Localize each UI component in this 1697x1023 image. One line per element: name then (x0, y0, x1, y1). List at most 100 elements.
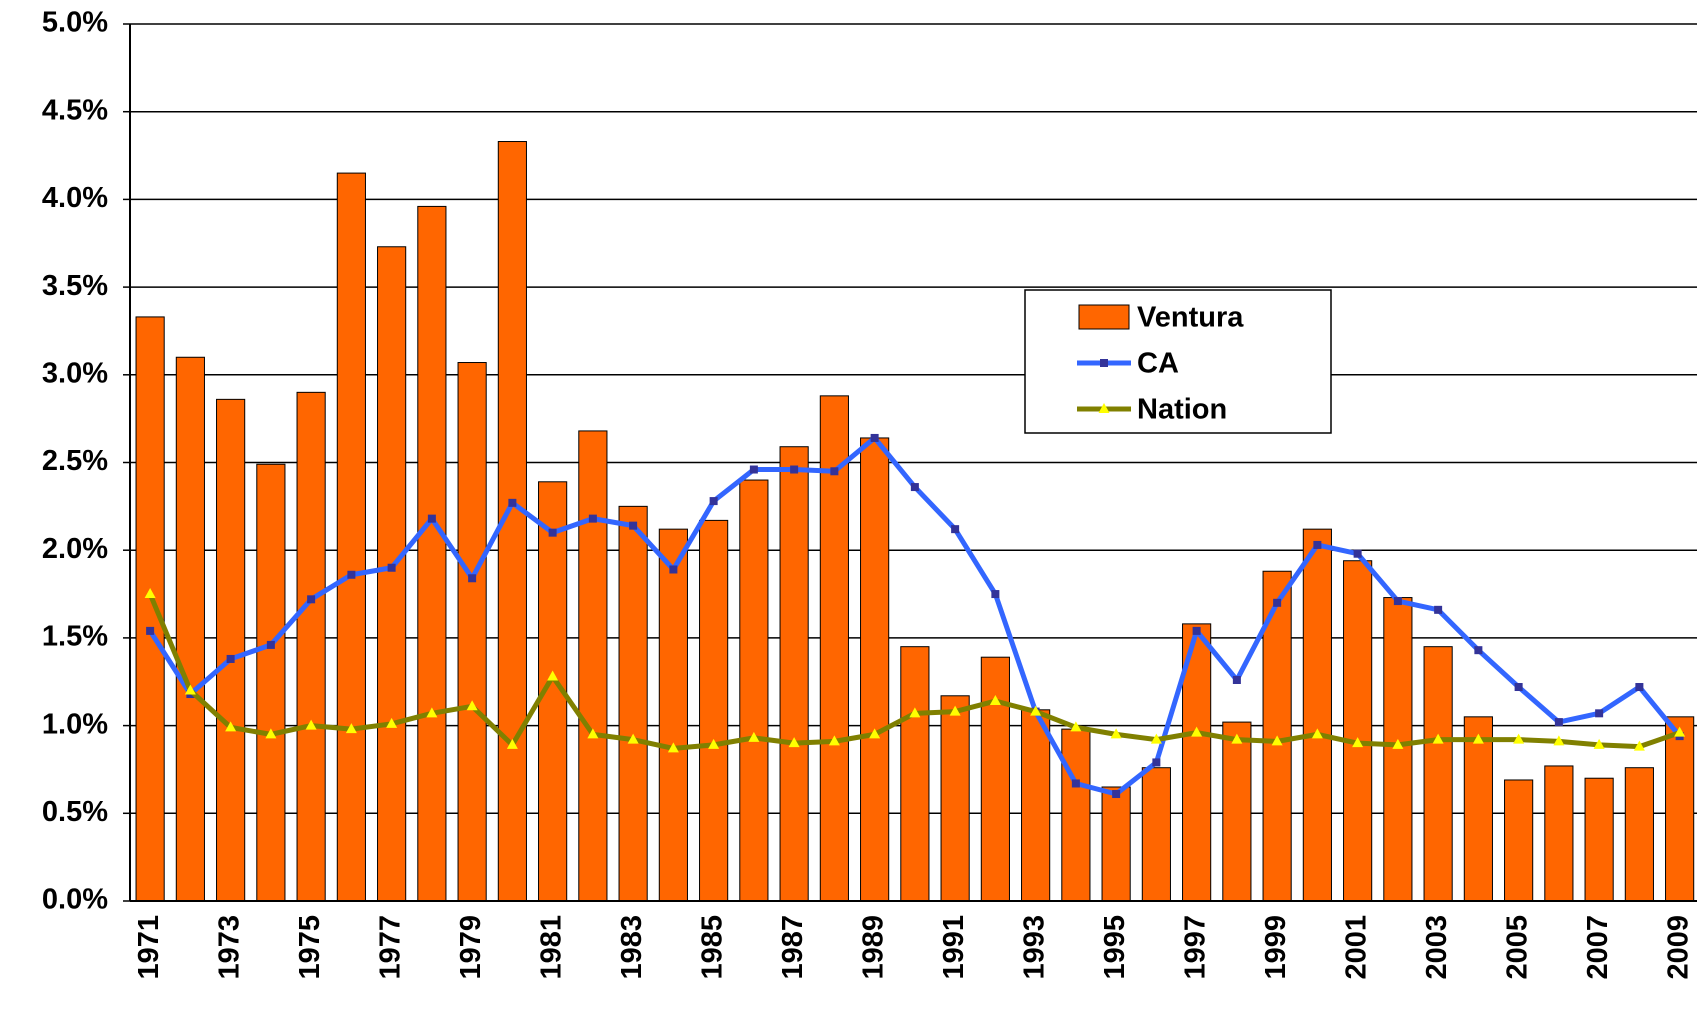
legend-label: Nation (1137, 394, 1227, 426)
marker (427, 514, 436, 523)
bar (256, 463, 286, 902)
bar (1584, 777, 1614, 902)
bar (1423, 646, 1453, 902)
marker (667, 742, 679, 753)
x-tick-label: 2007 (1582, 915, 1614, 980)
marker (1191, 726, 1203, 737)
x-tick-label: 1991 (938, 915, 970, 980)
marker (1070, 721, 1082, 732)
marker (949, 705, 961, 716)
x-tick-label: 2009 (1662, 915, 1694, 980)
marker (1231, 733, 1243, 744)
marker (629, 521, 638, 530)
y-tick-label: 3.0% (42, 357, 108, 389)
marker (748, 731, 760, 742)
x-tick-label: 2005 (1501, 915, 1533, 980)
marker (1152, 758, 1161, 767)
marker (1674, 726, 1686, 737)
x-tick-label: 1981 (535, 915, 567, 980)
marker (1554, 718, 1563, 727)
legend-box (1024, 289, 1332, 434)
marker (1553, 735, 1565, 746)
marker (1311, 728, 1323, 739)
x-tick-label: 1983 (616, 915, 648, 980)
marker (709, 497, 718, 506)
x-tick-label: 2001 (1340, 915, 1372, 980)
y-tick-label: 2.0% (42, 533, 108, 565)
bar (1302, 528, 1332, 902)
marker (265, 728, 277, 739)
bar (336, 172, 366, 902)
bar (699, 519, 729, 902)
marker (1472, 733, 1484, 744)
marker (708, 738, 720, 749)
x-tick-label: 1975 (294, 915, 326, 980)
bar (980, 656, 1010, 902)
x-tick-label: 1993 (1018, 915, 1050, 980)
marker (910, 483, 919, 492)
bar (216, 398, 246, 902)
marker (305, 719, 317, 730)
marker (951, 525, 960, 534)
marker (1273, 598, 1282, 607)
marker (790, 465, 799, 474)
marker (1593, 738, 1605, 749)
marker (1352, 737, 1364, 748)
x-tick-label: 1979 (455, 915, 487, 980)
marker (1633, 740, 1645, 751)
bar (658, 528, 688, 902)
marker (869, 728, 881, 739)
marker (547, 670, 559, 681)
bar (1222, 721, 1252, 902)
marker (226, 654, 235, 663)
marker (347, 570, 356, 579)
bar (175, 356, 205, 902)
legend-marker (1098, 403, 1110, 413)
x-tick-label: 1977 (374, 915, 406, 980)
x-tick-label: 1999 (1260, 915, 1292, 980)
y-tick-label: 4.0% (42, 182, 108, 214)
bar (1021, 709, 1051, 902)
bar (1101, 786, 1131, 902)
marker (1513, 733, 1525, 744)
marker (749, 465, 758, 474)
x-tick-label: 1985 (696, 915, 728, 980)
marker (548, 528, 557, 537)
marker (1635, 683, 1644, 692)
y-tick-label: 4.5% (42, 94, 108, 126)
marker (387, 563, 396, 572)
y-tick-label: 0.0% (42, 884, 108, 916)
bar (1383, 597, 1413, 902)
marker (1110, 728, 1122, 739)
marker (830, 467, 839, 476)
bar (1504, 779, 1534, 902)
bar (618, 505, 648, 902)
x-tick-label: 1997 (1179, 915, 1211, 980)
marker (870, 433, 879, 442)
marker (1192, 626, 1201, 635)
marker (225, 721, 237, 732)
bar (377, 246, 407, 902)
bar (940, 695, 970, 902)
marker (146, 626, 155, 635)
legend-swatch (1078, 304, 1130, 330)
bar (1665, 716, 1695, 902)
legend-marker (1100, 359, 1108, 367)
x-tick-label: 1995 (1099, 915, 1131, 980)
marker (345, 723, 357, 734)
bar (1061, 728, 1091, 902)
bar (1141, 767, 1171, 902)
marker (1112, 790, 1121, 799)
marker (588, 514, 597, 523)
marker (788, 737, 800, 748)
marker (426, 707, 438, 718)
bar (1544, 765, 1574, 902)
bar (1463, 716, 1493, 902)
legend-label: Ventura (1137, 302, 1244, 334)
marker (466, 700, 478, 711)
bar (457, 362, 487, 902)
marker (144, 588, 156, 599)
bar (1624, 767, 1654, 902)
marker (386, 717, 398, 728)
bar (900, 646, 930, 902)
